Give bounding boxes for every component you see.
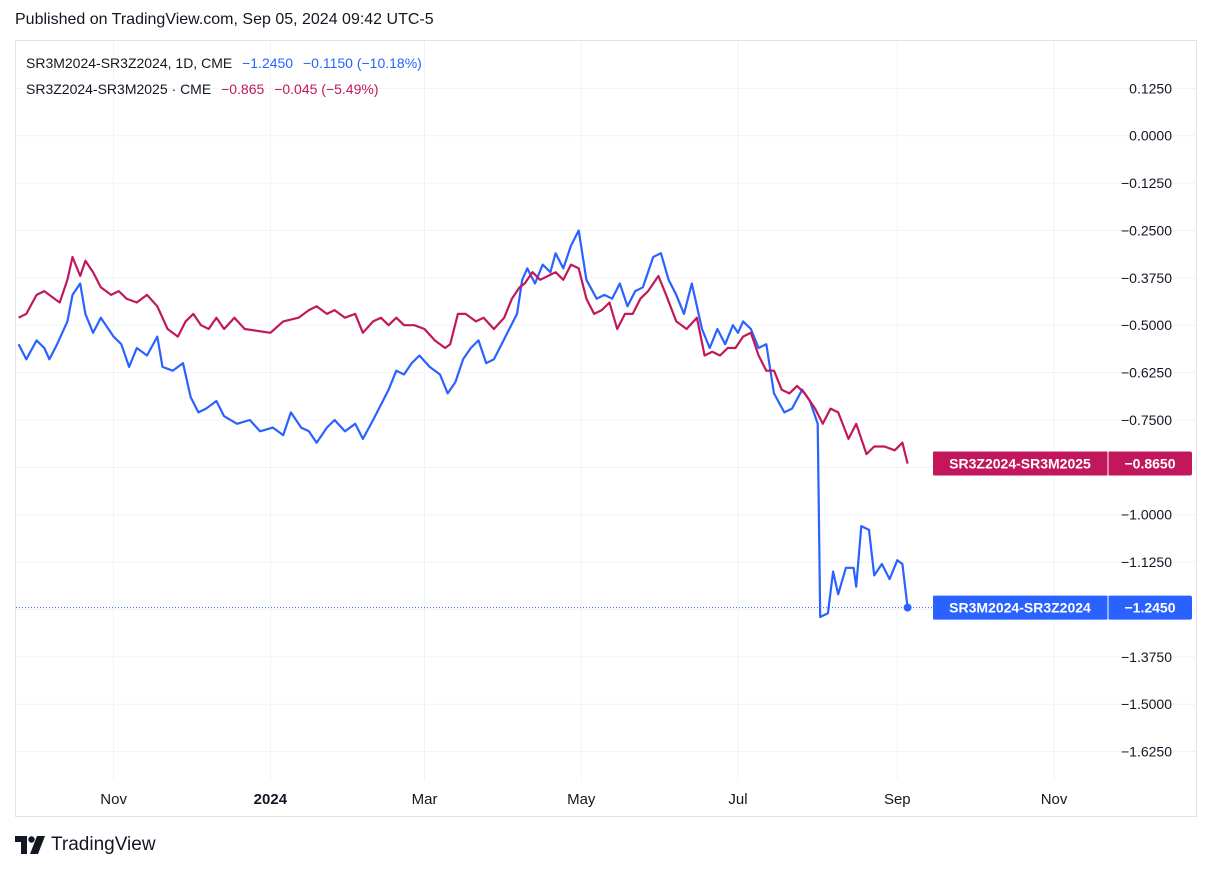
chart-frame bbox=[15, 40, 1197, 817]
legend-value: −1.2450 bbox=[242, 55, 294, 71]
last-price-dot bbox=[903, 603, 912, 612]
series-layer bbox=[16, 229, 934, 619]
y-tick-label: −0.7500 bbox=[1121, 412, 1172, 428]
y-tick-label: −0.1250 bbox=[1121, 175, 1172, 191]
legend-change: −0.045 (−5.49%) bbox=[274, 81, 379, 97]
last-value-name: SR3Z2024-SR3M2025 bbox=[949, 456, 1091, 472]
y-tick-label: −0.2500 bbox=[1121, 222, 1172, 238]
series-line-red[interactable] bbox=[18, 255, 909, 464]
y-tick-label: −0.5000 bbox=[1121, 317, 1172, 333]
series-line-blue[interactable] bbox=[17, 229, 909, 619]
y-tick-label: −1.1250 bbox=[1121, 554, 1172, 570]
legend-change: −0.1150 (−10.18%) bbox=[302, 55, 422, 71]
x-tick-label: Nov bbox=[1041, 791, 1068, 808]
legend-symbol: SR3M2024-SR3Z2024, 1D, CME bbox=[26, 55, 233, 71]
tradingview-logo-text: TradingView bbox=[51, 834, 156, 855]
last-value-name: SR3M2024-SR3Z2024 bbox=[949, 600, 1091, 616]
y-tick-label: −1.6250 bbox=[1121, 744, 1172, 760]
last-value-labels: SR3M2024-SR3Z2024 −1.2450 SR3Z2024-SR3M202… bbox=[933, 451, 1192, 620]
x-tick-label: May bbox=[567, 791, 596, 808]
price-axis[interactable]: 0.1250 0.0000 −0.1250 −0.2500 −0.3750 −0.5000… bbox=[1121, 80, 1172, 759]
last-value-number: −0.8650 bbox=[1125, 456, 1176, 472]
tradingview-logo-icon bbox=[15, 836, 45, 854]
legend-row-blue[interactable]: SR3M2024-SR3Z2024, 1D, CME −1.2450 −0.11… bbox=[26, 55, 428, 71]
last-value-label-blue: SR3M2024-SR3Z2024 −1.2450 bbox=[933, 595, 1192, 620]
legend-row-red[interactable]: SR3Z2024-SR3M2025 · CME −0.865 −0.045 (−… bbox=[26, 81, 384, 97]
y-tick-label: −0.3750 bbox=[1121, 270, 1172, 286]
last-value-number: −1.2450 bbox=[1125, 600, 1176, 616]
y-tick-label: 0.0000 bbox=[1129, 128, 1172, 144]
grid-lines bbox=[16, 41, 1196, 780]
time-axis[interactable]: Nov 2024 Mar May Jul Sep Nov bbox=[100, 791, 1068, 808]
x-tick-label: Jul bbox=[728, 791, 747, 808]
last-value-label-red: SR3Z2024-SR3M2025 −0.8650 bbox=[933, 451, 1192, 476]
x-tick-label: Mar bbox=[412, 791, 438, 808]
y-tick-label: −1.5000 bbox=[1121, 696, 1172, 712]
x-tick-label: 2024 bbox=[254, 791, 288, 808]
x-tick-label: Nov bbox=[100, 791, 127, 808]
x-tick-label: Sep bbox=[884, 791, 911, 808]
tradingview-logo[interactable]: TradingView bbox=[15, 834, 156, 856]
published-caption: Published on TradingView.com, Sep 05, 20… bbox=[15, 11, 434, 28]
y-tick-label: 0.1250 bbox=[1129, 80, 1172, 96]
y-tick-label: −0.6250 bbox=[1121, 365, 1172, 381]
legend-value: −0.865 bbox=[221, 81, 265, 97]
y-tick-label: −1.0000 bbox=[1121, 507, 1172, 523]
legend-symbol: SR3Z2024-SR3M2025 · CME bbox=[26, 81, 212, 97]
y-tick-label: −1.3750 bbox=[1121, 649, 1172, 665]
